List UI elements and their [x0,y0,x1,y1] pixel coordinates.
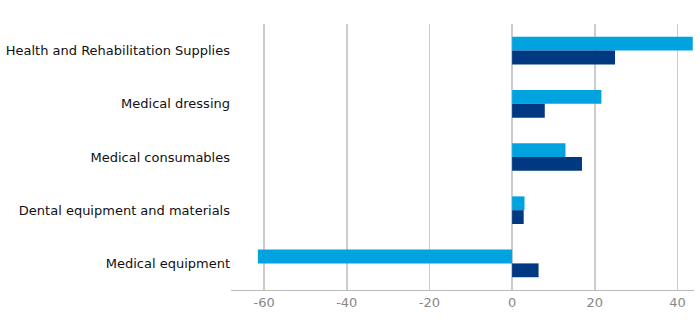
svg-text:Medical equipment: Medical equipment [106,256,230,271]
svg-text:-60: -60 [253,295,274,310]
svg-text:Health and Rehabilitation Supp: Health and Rehabilitation Supplies [6,43,230,58]
svg-text:Medical dressing: Medical dressing [121,96,230,111]
svg-text:40: 40 [669,295,686,310]
svg-text:-40: -40 [336,295,357,310]
svg-text:0: 0 [508,295,516,310]
svg-text:20: 20 [587,295,604,310]
svg-text:Medical consumables: Medical consumables [90,150,230,165]
svg-text:-20: -20 [419,295,440,310]
svg-text:Dental equipment and materials: Dental equipment and materials [19,203,230,218]
